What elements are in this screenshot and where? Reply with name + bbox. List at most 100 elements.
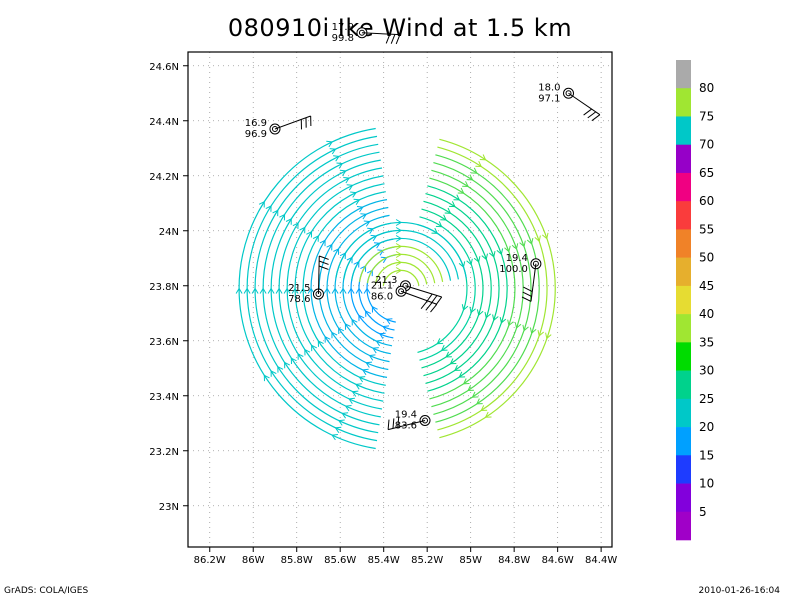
colorbar-label: 40 bbox=[699, 307, 714, 321]
wind-arrowhead bbox=[267, 287, 275, 294]
colorbar-label: 30 bbox=[699, 364, 714, 378]
wind-arrowhead bbox=[331, 434, 338, 441]
colorbar-label: 45 bbox=[699, 279, 714, 293]
wind-arrowhead bbox=[299, 226, 306, 234]
sonde-temp: 21.1 bbox=[371, 280, 393, 291]
wind-barb-shaft bbox=[400, 290, 437, 305]
wind-arrowhead bbox=[522, 324, 529, 332]
wind-arrowhead bbox=[312, 235, 319, 242]
wind-arrowhead bbox=[484, 411, 492, 418]
wind-arrowhead bbox=[279, 213, 286, 221]
wind-arrowhead bbox=[353, 198, 361, 205]
x-tick-label: 84.8W bbox=[498, 555, 530, 566]
wind-arrowhead bbox=[307, 287, 315, 294]
wind-arrowhead bbox=[258, 200, 265, 208]
wind-arrowhead bbox=[453, 194, 461, 201]
sonde-pressure: 100.0 bbox=[499, 264, 528, 275]
wind-barb-feather bbox=[435, 296, 443, 306]
wind-streamline-east bbox=[429, 177, 516, 400]
wind-arrowhead bbox=[304, 348, 311, 356]
wind-barb-shaft bbox=[317, 255, 320, 295]
wind-streamline-east bbox=[437, 146, 548, 431]
y-tick-label: 23.2N bbox=[149, 447, 179, 458]
wind-arrowhead bbox=[272, 209, 279, 217]
wind-barb-feather bbox=[390, 34, 396, 44]
wind-barb-feather bbox=[385, 33, 391, 44]
wind-barb-feather bbox=[522, 291, 532, 297]
wind-arrowhead bbox=[339, 169, 347, 176]
wind-arrowhead bbox=[363, 220, 371, 227]
plot-frame bbox=[187, 51, 613, 548]
wind-arrowhead bbox=[306, 230, 313, 238]
wind-arrowhead bbox=[334, 426, 342, 433]
wind-arrowhead bbox=[511, 243, 519, 250]
wind-arrowhead bbox=[356, 206, 364, 213]
wind-barb-feather bbox=[318, 265, 329, 270]
colorbar-label: 60 bbox=[699, 194, 714, 208]
wind-arrowhead bbox=[292, 222, 299, 230]
sonde-temp: 21.5 bbox=[288, 283, 310, 294]
wind-barb-shaft bbox=[568, 92, 601, 116]
colorbar-label: 10 bbox=[699, 477, 714, 491]
wind-barb-feather bbox=[318, 260, 329, 265]
wind-streamline-east bbox=[433, 162, 532, 415]
wind-streamline-core bbox=[359, 245, 444, 282]
wind-arrowhead bbox=[476, 309, 484, 317]
sonde-temp: 19.4 bbox=[506, 253, 528, 264]
wind-arrowhead bbox=[496, 248, 504, 256]
wind-arrowhead bbox=[284, 361, 291, 369]
wind-arrowhead bbox=[355, 383, 362, 390]
wind-arrowhead bbox=[338, 419, 345, 426]
colorbar-swatch bbox=[676, 342, 691, 371]
wind-streamline-west bbox=[254, 143, 379, 434]
wind-arrowhead bbox=[363, 287, 371, 294]
wind-arrowhead bbox=[347, 287, 355, 294]
sonde-temp: 16.9 bbox=[245, 118, 267, 129]
wind-arrowhead bbox=[375, 339, 383, 347]
wind-arrowhead bbox=[290, 357, 297, 365]
sonde-temp: 19.4 bbox=[395, 410, 417, 421]
wind-arrowhead bbox=[350, 191, 357, 198]
wind-arrowhead bbox=[324, 335, 331, 343]
wind-arrowhead bbox=[462, 378, 470, 385]
sonde-pressure: 97.1 bbox=[538, 93, 560, 104]
wind-arrowhead bbox=[480, 405, 488, 412]
wind-arrowhead bbox=[462, 181, 469, 188]
wind-arrowhead bbox=[526, 237, 534, 245]
wind-arrowhead bbox=[488, 250, 496, 258]
colorbar-label: 20 bbox=[699, 420, 714, 434]
wind-arrowhead bbox=[291, 287, 299, 294]
wind-barb-feather bbox=[583, 108, 592, 116]
wind-arrowhead bbox=[471, 391, 479, 398]
wind-arrowhead bbox=[440, 344, 448, 351]
colorbar-swatch bbox=[676, 427, 691, 456]
y-tick-label: 24.2N bbox=[149, 172, 179, 183]
wind-arrowhead bbox=[358, 314, 365, 322]
wind-streamline-east bbox=[419, 216, 476, 361]
colorbar-label: 50 bbox=[699, 251, 714, 265]
colorbar-swatch bbox=[676, 370, 691, 400]
wind-arrowhead bbox=[466, 174, 474, 181]
wind-barb-feather bbox=[420, 300, 428, 309]
colorbar-swatch bbox=[676, 314, 691, 343]
wind-arrowhead bbox=[469, 306, 476, 314]
y-axis: 23N 23.2N 23.4N 23.6N 23.8N 24N 24.2N 24.4N 24.6… bbox=[149, 62, 188, 513]
colorbar-label: 35 bbox=[699, 335, 714, 349]
wind-arrowhead bbox=[458, 371, 466, 378]
wind-barb-feather bbox=[430, 303, 438, 313]
wind-arrowhead bbox=[317, 340, 324, 347]
wind-arrowhead bbox=[331, 287, 339, 294]
sonde-temp: 18.0 bbox=[538, 82, 560, 93]
wind-barb-feather bbox=[319, 255, 329, 260]
wind-arrowhead bbox=[297, 353, 304, 360]
wind-arrowhead bbox=[251, 287, 259, 294]
wind-arrowhead bbox=[368, 354, 376, 361]
wind-arrowhead bbox=[395, 219, 403, 226]
wind-arrowhead bbox=[382, 325, 390, 332]
wind-arrowhead bbox=[336, 162, 344, 169]
x-tick-label: 86.2W bbox=[194, 555, 226, 566]
wind-arrowhead bbox=[444, 207, 452, 214]
wind-arrowhead bbox=[259, 287, 267, 294]
wind-arrowhead bbox=[466, 258, 473, 266]
